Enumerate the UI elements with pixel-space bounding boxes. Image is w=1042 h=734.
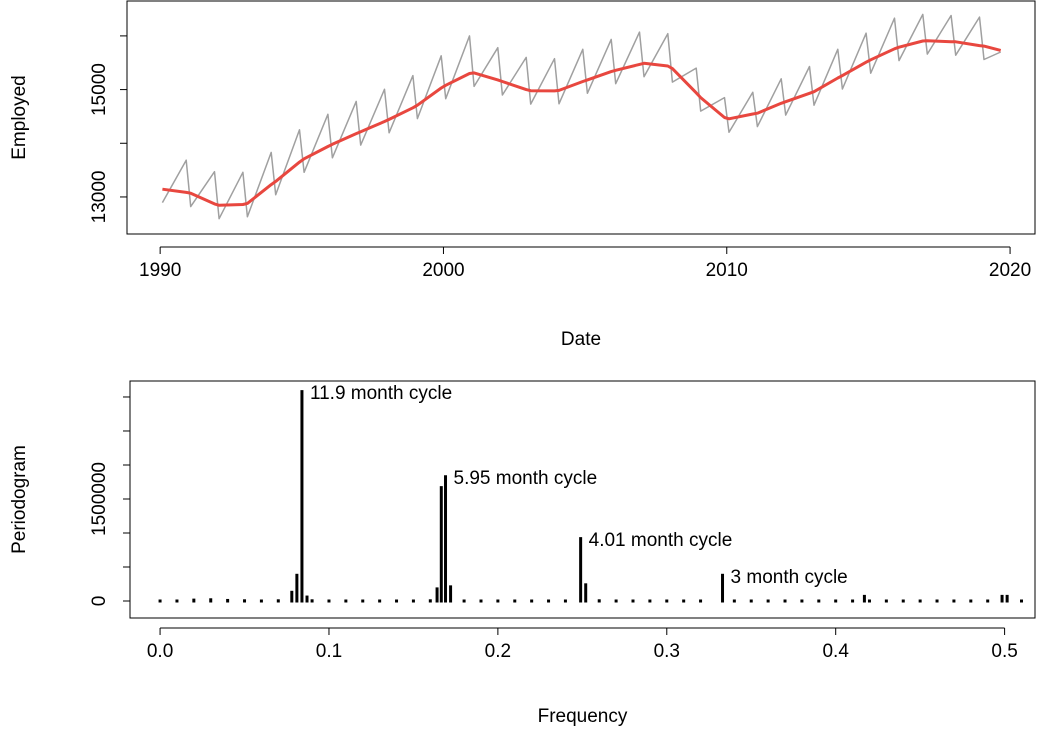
annotation: 4.01 month cycle <box>589 530 733 551</box>
x-tick-label: 0.4 <box>822 641 849 662</box>
x-tick-label: 0.2 <box>485 641 511 662</box>
annotation: 3 month cycle <box>731 567 848 588</box>
x-tick-label: 0.0 <box>147 641 173 662</box>
x-tick-label: 0.5 <box>991 641 1017 662</box>
annotation: 5.95 month cycle <box>454 468 598 489</box>
y-tick-label: 0 <box>89 596 110 607</box>
y-tick-label: 1500000 <box>89 462 110 536</box>
x-tick-label: 2010 <box>706 260 748 281</box>
data-line <box>161 13 1002 220</box>
x-axis-label: Date <box>561 329 601 350</box>
x-tick-label: 2000 <box>422 260 464 281</box>
x-tick-label: 0.1 <box>316 641 342 662</box>
plot-frame <box>126 0 1036 235</box>
x-axis-label: Frequency <box>538 706 628 727</box>
x-tick-label: 0.3 <box>654 641 680 662</box>
data-line <box>162 39 1002 207</box>
x-tick-label: 2020 <box>989 260 1031 281</box>
y-axis-label: Employed <box>9 75 30 160</box>
y-axis-label: Periodogram <box>9 445 30 554</box>
annotation: 11.9 month cycle <box>310 383 452 404</box>
plot-frame <box>129 380 1036 619</box>
y-tick-label: 15000 <box>89 63 110 116</box>
y-tick-label: 13000 <box>89 171 110 224</box>
x-tick-label: 1990 <box>139 260 181 281</box>
